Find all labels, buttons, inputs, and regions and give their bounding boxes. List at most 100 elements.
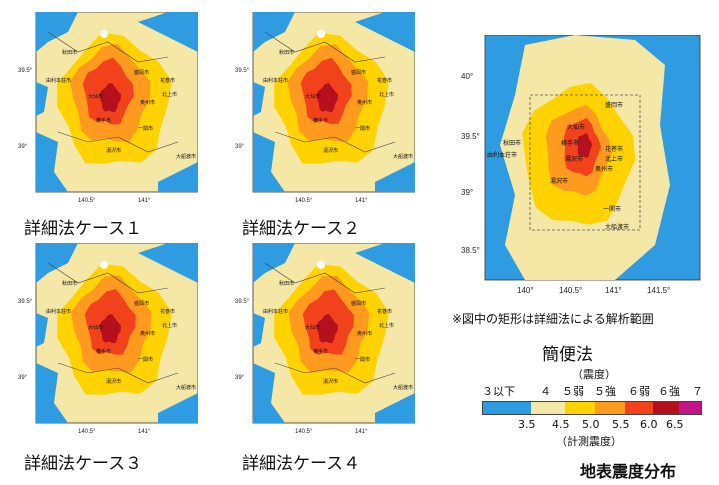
sea-area: [158, 162, 198, 192]
city-label: 湯沢市: [323, 147, 338, 154]
legend-swatch-5: [625, 402, 653, 414]
prefecture-border: [274, 362, 396, 384]
city-label: 一関市: [355, 356, 370, 363]
marker-dot: [317, 30, 325, 38]
legend-swatch-1: [483, 402, 531, 414]
caption-case-4: 詳細法ケース４: [242, 454, 361, 474]
city-label: 大仙市: [567, 123, 585, 131]
city-label: 一関市: [138, 356, 153, 363]
sea-area: [375, 162, 415, 192]
city-label: 一関市: [138, 125, 153, 132]
y-tick-label: 39.5°: [18, 299, 33, 305]
city-label: 大仙市: [305, 324, 320, 331]
prefecture-border: [57, 362, 179, 384]
legend-swatch-6: [653, 402, 679, 414]
prefecture-border: [57, 131, 179, 153]
city-label: 湯沢市: [323, 378, 338, 385]
y-tick-label: 39°: [235, 375, 245, 381]
city-label: 由利本荘市: [263, 308, 288, 315]
city-label: 由利本荘市: [46, 77, 71, 84]
prefecture-border: [47, 31, 169, 63]
y-tick-label: 39°: [18, 144, 28, 150]
y-tick-label: 39°: [18, 375, 28, 381]
small-map-panel-1: 39.5° 39° 140.5° 141° 秋田市 由利本荘市 盛岡市 花巻市 北上市 奥州市 一関…: [18, 12, 198, 207]
legend-label-4: ４: [540, 385, 551, 398]
city-label: 大仙市: [88, 324, 103, 331]
x-tick-label: 141°: [605, 286, 622, 295]
city-label: 横手市: [561, 139, 579, 147]
legend-intensity-labels: ３以下 ４ ５弱 ５強 ６弱 ６強 ７: [482, 383, 703, 398]
sea-area: [253, 363, 285, 423]
legend-value-3: 5.0: [582, 418, 600, 431]
legend-swatch-3: [565, 402, 595, 414]
city-label: 一関市: [355, 125, 370, 132]
legend-value-1: 3.5: [518, 418, 536, 431]
city-label: 横手市: [96, 117, 111, 124]
city-label: 北上市: [379, 91, 394, 98]
marker-dot: [317, 261, 325, 269]
detailed-method-range: [529, 94, 641, 231]
city-label: 大船渡市: [176, 384, 196, 391]
intensity-zone-6u: [316, 314, 338, 344]
legend-unit: （計測震度）: [556, 435, 622, 448]
city-label: 北上市: [162, 91, 177, 98]
y-tick-label: 38.5°: [461, 246, 480, 255]
legend-values: 3.5 4.5 5.0 5.5 6.0 6.5: [482, 418, 702, 432]
city-label: 大仙市: [88, 93, 103, 100]
city-label: 盛岡市: [351, 69, 366, 76]
prefecture-border: [274, 131, 396, 153]
sea-area: [253, 12, 295, 52]
city-label: 湯沢市: [106, 378, 121, 385]
main-title: 地表震度分布: [580, 462, 677, 481]
sea-area: [253, 313, 265, 347]
x-tick-label: 141°: [138, 198, 151, 204]
legend-label-3: ３以下: [482, 385, 515, 398]
city-label: 秋田市: [279, 280, 294, 287]
city-label: 由利本荘市: [46, 308, 71, 315]
legend-swatch-2: [531, 402, 565, 414]
city-label: 盛岡市: [134, 69, 149, 76]
legend-value-2: 4.5: [552, 418, 570, 431]
method-label: 簡便法: [542, 345, 593, 365]
x-tick-label: 141°: [355, 429, 368, 435]
sea-area: [253, 243, 295, 283]
legend-swatch-7: [679, 402, 701, 414]
legend-title: （震度）: [572, 368, 616, 381]
city-label: 花巻市: [377, 77, 392, 84]
city-label: 盛岡市: [605, 101, 623, 109]
city-label: 横手市: [313, 348, 328, 355]
city-label: 北上市: [605, 155, 623, 163]
prefecture-border: [264, 262, 386, 294]
sea-area: [36, 12, 78, 52]
small-map-panel-4: 39.5° 39° 140.5° 141° 秋田市 由利本荘市 盛岡市 花巻市 北上市 奥州市 一関…: [235, 243, 415, 438]
city-label: 大仙市: [305, 93, 320, 100]
caption-case-2: 詳細法ケース２: [242, 219, 361, 239]
x-tick-label: 141°: [355, 198, 368, 204]
city-label: 奥州市: [357, 99, 372, 106]
caption-case-1: 詳細法ケース１: [24, 219, 143, 239]
legend-label-5u: ５強: [594, 385, 616, 398]
sea-area: [36, 363, 68, 423]
sea-area: [375, 393, 415, 423]
city-label: 湯沢市: [106, 147, 121, 154]
simplified-method-map-panel: 40° 39.5° 39° 38.5° 140° 140.5° 141° 141.5° 秋田市由…: [455, 35, 705, 305]
sea-area: [36, 313, 48, 347]
city-label: 花巻市: [160, 77, 175, 84]
y-tick-label: 40°: [461, 72, 473, 81]
city-label: 花巻市: [160, 308, 175, 315]
intensity-zone-6u: [316, 83, 338, 113]
x-tick-label: 141.5°: [647, 286, 670, 295]
sea-area: [36, 132, 68, 192]
city-label: 盛岡市: [351, 300, 366, 307]
y-tick-label: 39.5°: [18, 68, 33, 74]
y-tick-label: 39°: [235, 144, 245, 150]
legend-label-5l: ５弱: [562, 385, 584, 398]
legend-swatch-4: [595, 402, 625, 414]
x-tick-label: 140.5°: [295, 429, 313, 435]
city-label: 大船渡市: [176, 153, 196, 160]
city-label: 奥州市: [357, 330, 372, 337]
city-label: 湯沢市: [565, 155, 583, 163]
city-label: 北上市: [162, 322, 177, 329]
